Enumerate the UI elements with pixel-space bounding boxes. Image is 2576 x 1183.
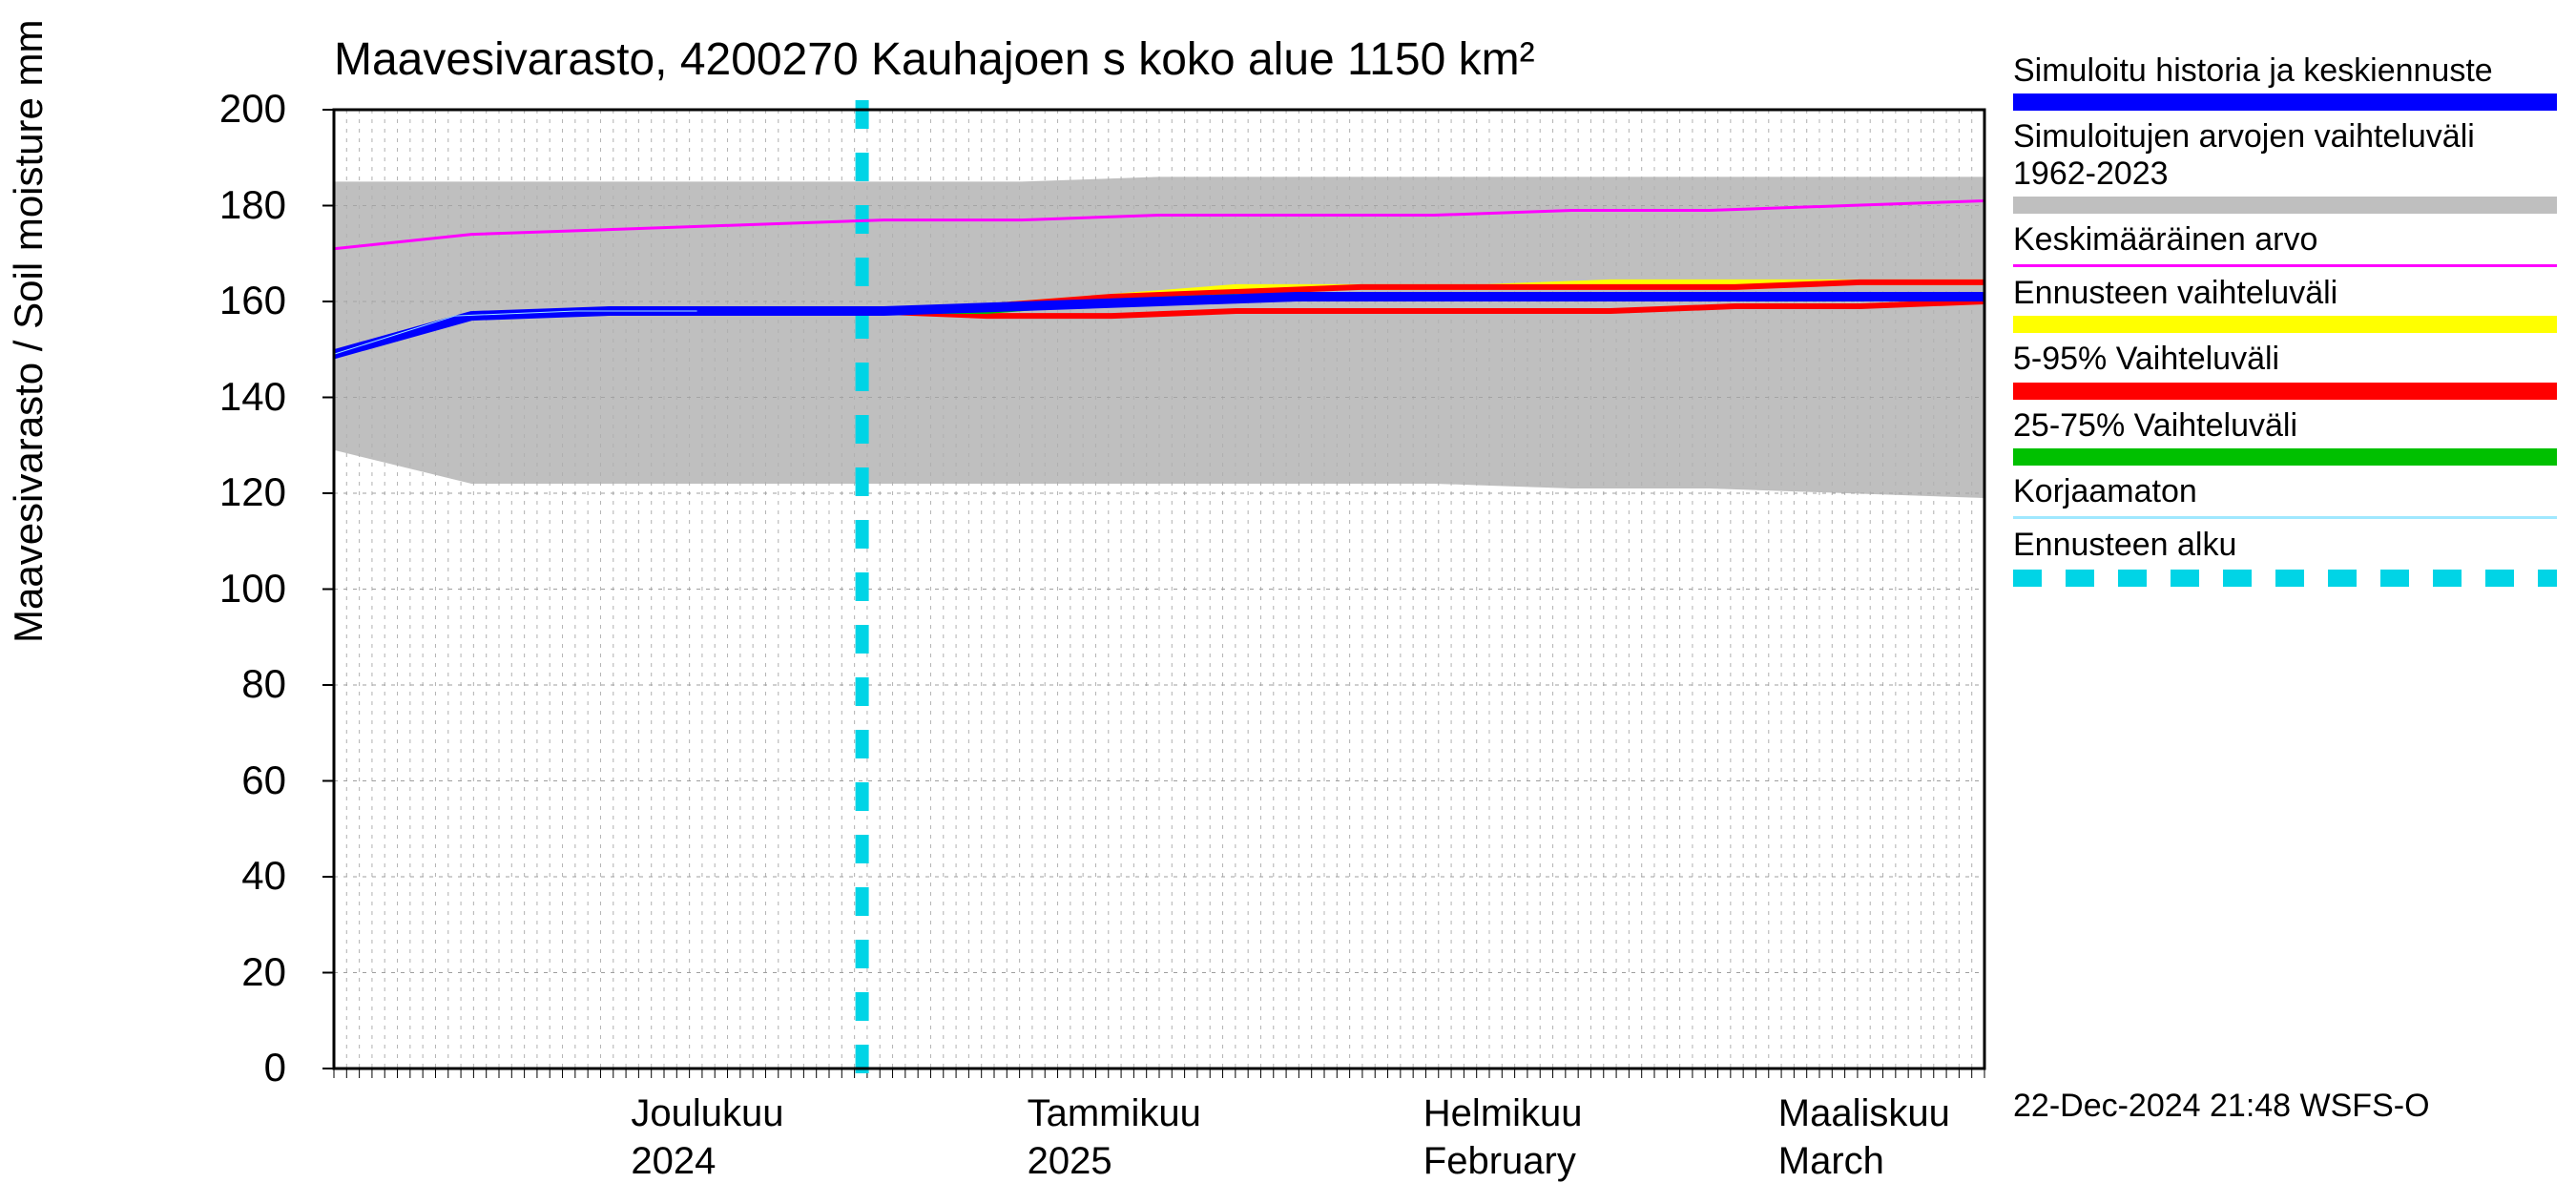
y-tick-label: 160 [200, 278, 286, 323]
x-tick-sublabel: 2025 [1028, 1140, 1112, 1183]
x-tick-label: Maaliskuu [1778, 1092, 1950, 1135]
x-tick-sublabel: March [1778, 1140, 1884, 1183]
x-tick-sublabel: February [1423, 1140, 1576, 1183]
legend-swatch [2013, 448, 2557, 466]
legend-item: Ennusteen alku [2013, 527, 2557, 587]
chart-container: Maavesivarasto, 4200270 Kauhajoen s koko… [0, 0, 2576, 1145]
legend-item: Keskimääräinen arvo [2013, 221, 2557, 267]
legend-item: Korjaamaton [2013, 473, 2557, 519]
legend-swatch [2013, 264, 2557, 267]
legend: Simuloitu historia ja keskiennuste Simulo… [2013, 52, 2557, 594]
legend-swatch [2013, 316, 2557, 333]
legend-item: Simuloitu historia ja keskiennuste [2013, 52, 2557, 111]
y-tick-label: 200 [200, 86, 286, 132]
y-tick-label: 40 [200, 853, 286, 899]
plot-svg [334, 110, 1984, 1069]
y-axis-label: Maavesivarasto / Soil moisture mm [6, 19, 52, 643]
y-tick-label: 180 [200, 182, 286, 228]
y-tick-label: 140 [200, 374, 286, 420]
y-tick-label: 60 [200, 758, 286, 803]
legend-item: Simuloitujen arvojen vaihteluväli 1962-2… [2013, 118, 2557, 214]
legend-swatch [2013, 383, 2557, 400]
legend-swatch [2013, 93, 2557, 111]
legend-label: Simuloitujen arvojen vaihteluväli 1962-2… [2013, 118, 2557, 193]
plot-area [334, 110, 1984, 1069]
x-tick-label: Joulukuu [631, 1092, 783, 1135]
legend-label: Ennusteen alku [2013, 527, 2557, 564]
y-tick-label: 100 [200, 566, 286, 612]
legend-label: Korjaamaton [2013, 473, 2557, 510]
legend-label: Keskimääräinen arvo [2013, 221, 2557, 259]
chart-title: Maavesivarasto, 4200270 Kauhajoen s koko… [334, 33, 1535, 86]
y-tick-label: 0 [200, 1045, 286, 1090]
legend-item: 5-95% Vaihteluväli [2013, 341, 2557, 399]
legend-item: Ennusteen vaihteluväli [2013, 275, 2557, 333]
y-tick-label: 120 [200, 469, 286, 515]
x-tick-label: Helmikuu [1423, 1092, 1583, 1135]
legend-item: 25-75% Vaihteluväli [2013, 407, 2557, 466]
legend-swatch [2013, 516, 2557, 519]
legend-label: 25-75% Vaihteluväli [2013, 407, 2557, 445]
y-tick-label: 80 [200, 661, 286, 707]
x-tick-label: Tammikuu [1028, 1092, 1201, 1135]
y-tick-label: 20 [200, 949, 286, 995]
legend-label: Ennusteen vaihteluväli [2013, 275, 2557, 312]
legend-label: Simuloitu historia ja keskiennuste [2013, 52, 2557, 90]
footer-timestamp: 22-Dec-2024 21:48 WSFS-O [2013, 1088, 2430, 1125]
legend-swatch [2013, 570, 2557, 587]
x-tick-sublabel: 2024 [631, 1140, 716, 1183]
legend-label: 5-95% Vaihteluväli [2013, 341, 2557, 378]
legend-swatch [2013, 197, 2557, 214]
